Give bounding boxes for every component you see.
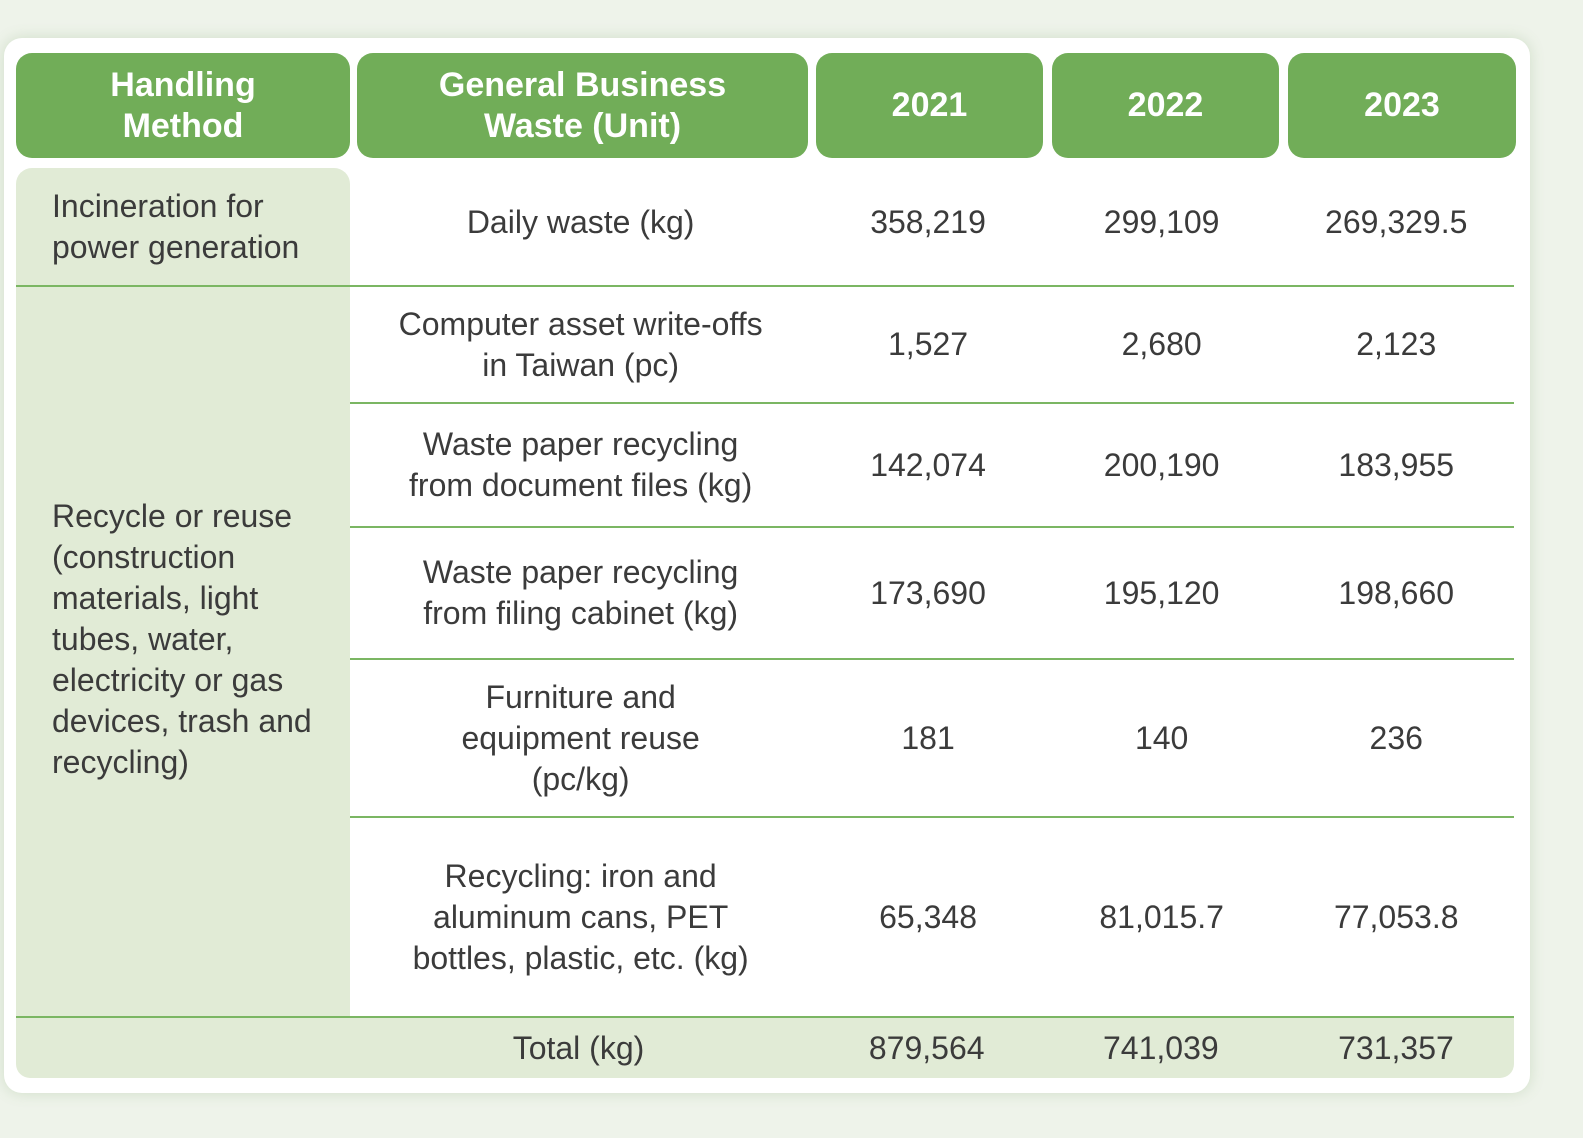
header-handling-method: Handling Method <box>16 53 350 158</box>
value-2023: 77,053.8 <box>1333 898 1459 935</box>
desc-line: Furniture and <box>485 678 676 715</box>
value-2023: 183,955 <box>1338 446 1455 483</box>
value-2021: 173,690 <box>870 574 986 611</box>
desc-line: Waste paper recycling <box>422 426 739 462</box>
desc-line: Computer asset write-offs <box>398 305 763 342</box>
value-2022: 200,190 <box>1103 446 1220 483</box>
group-line: materials, light <box>52 580 259 616</box>
value-2022: 299,109 <box>1103 203 1220 240</box>
table-row: Daily waste (kg) 358,219 299,109 269,329… <box>350 168 1514 276</box>
group-line: power generation <box>52 229 300 265</box>
row-description: Waste paper recycling from filing cabine… <box>350 552 811 634</box>
row-divider <box>16 1016 1514 1018</box>
value-2021: 181 <box>901 719 955 756</box>
desc-line: from filing cabinet (kg) <box>423 595 739 631</box>
value-2022: 195,120 <box>1103 574 1220 611</box>
value-2021: 358,219 <box>870 203 986 240</box>
group-recycle: Recycle or reuse (construction materials… <box>16 287 350 1018</box>
row-divider <box>350 402 1514 404</box>
group-line: electricity or gas <box>52 662 284 698</box>
desc-line: aluminum cans, PET <box>433 898 729 935</box>
total-2022: 741,039 <box>1102 1029 1219 1066</box>
group-incineration: Incineration for power generation <box>16 168 350 286</box>
header-2023: 2023 <box>1288 53 1516 158</box>
table-row: Waste paper recycling from document file… <box>350 404 1514 526</box>
group-line: devices, trash and <box>52 703 312 739</box>
header-line: General Business <box>438 65 727 104</box>
group-line: Incineration for <box>52 188 264 224</box>
value-2023: 236 <box>1369 719 1423 756</box>
value-2023: 2,123 <box>1356 326 1437 362</box>
table-row: Recycling: iron and aluminum cans, PET b… <box>350 818 1514 1016</box>
value-2021: 65,348 <box>879 898 977 935</box>
value-2022: 2,680 <box>1121 326 1202 362</box>
desc-line: bottles, plastic, etc. (kg) <box>412 939 749 976</box>
row-description: Computer asset write-offs in Taiwan (pc) <box>350 304 811 386</box>
row-description: Recycling: iron and aluminum cans, PET b… <box>350 856 811 979</box>
desc-line: Daily waste (kg) <box>466 203 695 240</box>
table-row: Computer asset write-offs in Taiwan (pc)… <box>350 287 1514 402</box>
value-2023: 269,329.5 <box>1325 203 1468 240</box>
total-label: Total (kg) <box>512 1029 645 1066</box>
total-row: Total (kg) 879,564 741,039 731,357 <box>16 1018 1514 1078</box>
row-divider <box>16 285 1514 287</box>
desc-line: in Taiwan (pc) <box>482 346 680 383</box>
value-2021: 1,527 <box>888 326 969 362</box>
value-2023: 198,660 <box>1338 574 1455 611</box>
header-line: Method <box>122 106 244 145</box>
table-row: Waste paper recycling from filing cabine… <box>350 528 1514 658</box>
desc-line: from document files (kg) <box>409 467 753 503</box>
row-description: Furniture and equipment reuse (pc/kg) <box>350 677 811 800</box>
header-line: Waste (Unit) <box>483 106 682 145</box>
desc-line: (pc/kg) <box>531 760 630 797</box>
row-divider <box>350 526 1514 528</box>
group-line: tubes, water, <box>52 621 234 657</box>
desc-line: Recycling: iron and <box>444 857 717 894</box>
row-description: Daily waste (kg) <box>350 202 811 243</box>
row-divider <box>350 658 1514 660</box>
group-line: Recycle or reuse <box>52 498 293 534</box>
header-waste-unit: General Business Waste (Unit) <box>357 53 808 158</box>
header-2022: 2022 <box>1052 53 1279 158</box>
desc-line: Waste paper recycling <box>422 554 739 590</box>
total-2021: 879,564 <box>868 1029 985 1066</box>
value-2021: 142,074 <box>870 446 986 483</box>
row-divider <box>350 816 1514 818</box>
group-line: recycling) <box>52 744 189 780</box>
header-line: Handling <box>110 65 256 104</box>
row-description: Waste paper recycling from document file… <box>350 424 811 506</box>
group-line: (construction <box>52 539 236 575</box>
total-2023: 731,357 <box>1338 1029 1454 1066</box>
desc-line: equipment reuse <box>461 719 700 756</box>
value-2022: 81,015.7 <box>1099 898 1224 935</box>
header-2021: 2021 <box>816 53 1043 158</box>
table-row: Furniture and equipment reuse (pc/kg) 18… <box>350 660 1514 816</box>
value-2022: 140 <box>1134 719 1189 756</box>
